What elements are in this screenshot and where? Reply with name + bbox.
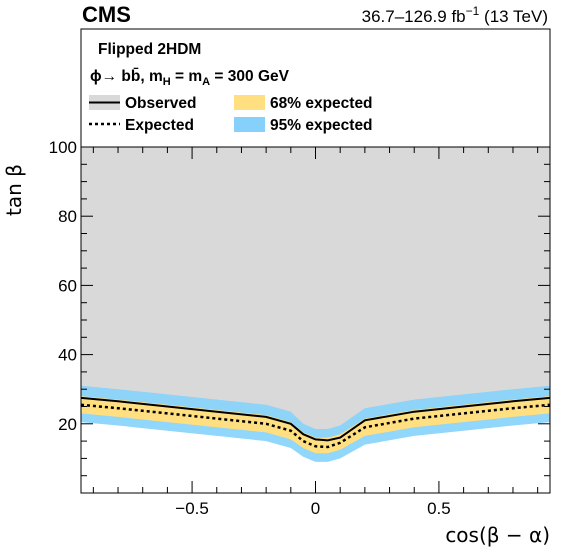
legend-95-swatch [234, 117, 265, 132]
y-axis-label: tan β [2, 164, 26, 216]
expected-line [80, 403, 551, 449]
x-tick-label: −0.5 [175, 499, 209, 518]
y-tick-label: 20 [58, 415, 77, 434]
legend-95-label: 95% expected [270, 117, 373, 134]
legend-observed-label: Observed [125, 95, 197, 112]
legend-68-swatch [234, 95, 265, 110]
x-tick-label: 0.5 [427, 499, 451, 518]
x-tick-label: 0 [311, 499, 320, 518]
luminosity-label: 36.7–126.9 fb−1 (13 TeV) [362, 4, 548, 26]
axis-ticks: −0.5 0 0.5 20 40 60 80 100 [49, 138, 550, 518]
y-tick-label: 100 [49, 138, 77, 157]
legend: Flipped 2HDM ϕ→ bb̄, mH = mA = 300 GeV O… [80, 28, 551, 148]
legend-expected-label: Expected [125, 117, 194, 134]
x-axis-label: cos(β − α) [445, 523, 550, 547]
legend-box [80, 28, 551, 148]
experiment-label: CMS [82, 2, 131, 27]
excluded-region [81, 147, 550, 441]
y-tick-label: 60 [58, 276, 77, 295]
band-95-expected [81, 385, 550, 462]
legend-title: Flipped 2HDM [98, 41, 201, 58]
y-tick-label: 40 [58, 346, 77, 365]
y-tick-label: 80 [58, 207, 77, 226]
legend-68-label: 68% expected [270, 95, 373, 112]
legend-process: ϕ→ bb̄, mH = mA = 300 GeV [90, 67, 290, 88]
observed-line [80, 396, 551, 442]
plot-area: −0.5 0 0.5 20 40 60 80 100 [49, 138, 551, 518]
